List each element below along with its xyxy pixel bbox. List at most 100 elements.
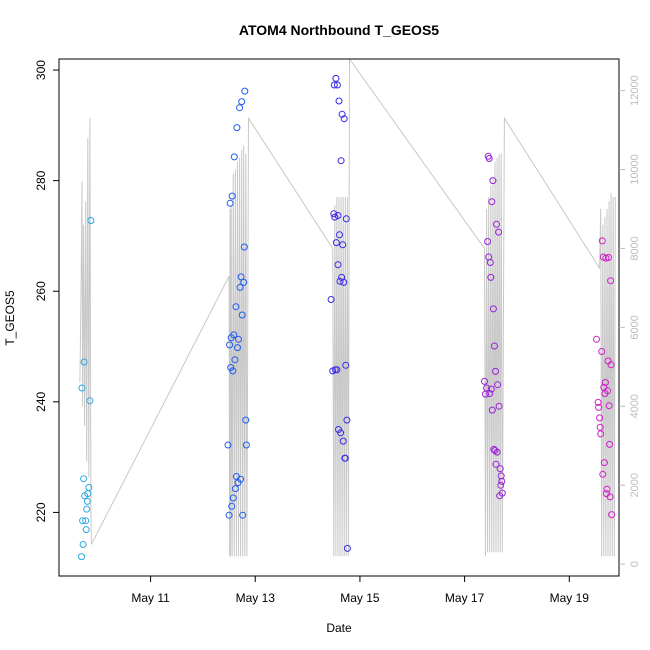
data-point <box>343 544 351 552</box>
y-tick-label: 240 <box>34 391 48 411</box>
y-tick-label: 300 <box>34 60 48 80</box>
data-point <box>497 481 505 489</box>
data-point <box>486 259 494 266</box>
data-point <box>483 384 491 392</box>
y-axis-title: T_GEOS5 <box>3 290 17 346</box>
data-point <box>232 303 240 311</box>
data-point <box>487 273 495 281</box>
data-point <box>330 81 338 89</box>
data-point <box>604 387 611 395</box>
x-tick-label: May 15 <box>340 591 380 605</box>
data-point <box>237 273 245 281</box>
y2-tick-label: 8000 <box>629 236 641 260</box>
data-point <box>605 402 613 410</box>
data-point <box>339 241 347 249</box>
x-axis: May 11 May 13 May 15 May 17 May 19 <box>131 576 589 605</box>
data-point <box>230 331 238 339</box>
data-point <box>493 220 500 228</box>
data-point <box>229 494 237 502</box>
data-point <box>337 429 345 437</box>
data-point <box>606 440 614 448</box>
series-flight-1 <box>78 217 95 561</box>
data-point <box>231 485 239 493</box>
data-point <box>342 361 350 369</box>
data-point <box>237 475 245 483</box>
data-point <box>82 526 90 534</box>
data-point <box>340 278 348 286</box>
data-point <box>79 517 87 525</box>
data-point <box>83 497 91 505</box>
data-point <box>82 517 90 525</box>
chart-title: ATOM4 Northbound T_GEOS5 <box>239 22 439 38</box>
data-point <box>498 489 506 497</box>
y2-tick-label: 0 <box>629 561 641 567</box>
y2-tick-label: 4000 <box>629 394 641 418</box>
data-point <box>339 437 347 445</box>
data-point <box>338 110 346 118</box>
data-point <box>601 379 609 386</box>
data-point <box>333 81 341 89</box>
data-point <box>489 177 497 185</box>
y-tick-label: 260 <box>34 281 48 301</box>
points-layer <box>78 74 616 561</box>
data-point <box>488 198 496 206</box>
series-flight-3 <box>327 74 351 552</box>
data-point <box>231 356 239 364</box>
data-point <box>593 335 600 343</box>
x-tick-label: May 13 <box>236 591 276 605</box>
data-point <box>490 342 498 350</box>
data-point <box>481 377 488 385</box>
data-point <box>230 153 238 161</box>
data-point <box>224 441 232 449</box>
data-point <box>240 278 248 286</box>
data-point <box>236 283 244 291</box>
data-point <box>233 124 241 132</box>
data-point <box>327 296 335 303</box>
data-point <box>337 157 345 165</box>
data-point <box>341 454 349 462</box>
data-point <box>486 390 494 397</box>
data-point <box>605 254 612 261</box>
data-point <box>228 502 236 510</box>
data-point <box>493 448 501 456</box>
data-point <box>241 87 249 95</box>
y2-tick-label: 10000 <box>629 154 641 185</box>
data-point <box>334 261 342 269</box>
data-point <box>492 367 499 375</box>
data-point <box>489 305 497 313</box>
data-point <box>498 477 506 485</box>
data-point <box>85 484 93 491</box>
data-point <box>78 553 85 561</box>
data-point <box>492 460 500 468</box>
data-point <box>86 397 94 405</box>
data-point <box>488 406 496 414</box>
data-point <box>494 381 502 389</box>
data-point <box>228 192 236 200</box>
x-tick-label: May 19 <box>550 591 590 605</box>
data-point <box>594 398 602 406</box>
data-point <box>240 243 248 251</box>
data-point <box>598 348 606 355</box>
series-flight-5 <box>593 237 616 519</box>
series-flight-4 <box>481 152 506 500</box>
data-point <box>606 493 614 501</box>
data-point <box>597 430 605 438</box>
data-point <box>340 115 348 123</box>
data-point <box>242 416 250 424</box>
data-point <box>485 155 493 162</box>
data-point <box>342 215 350 223</box>
data-point <box>596 423 604 431</box>
data-point <box>229 367 237 375</box>
data-point <box>242 441 250 449</box>
data-point <box>598 237 606 245</box>
data-point <box>234 344 241 352</box>
data-point <box>332 239 340 247</box>
data-point <box>334 212 342 219</box>
plot-frame <box>58 58 620 577</box>
data-point <box>602 254 610 262</box>
series-flight-2 <box>224 87 250 519</box>
data-point <box>226 341 234 349</box>
data-point <box>599 470 607 478</box>
